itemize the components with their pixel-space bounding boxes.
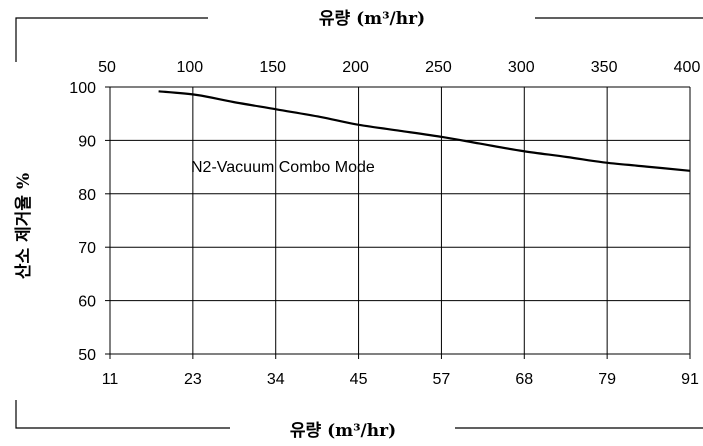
x-tick-label-bottom: 23	[184, 371, 202, 388]
frame-bottom-left	[15, 400, 230, 429]
x-tick-label-top: 200	[342, 59, 369, 76]
x-tick-label-top: 150	[259, 59, 286, 76]
x-tick-label-top: 300	[508, 59, 535, 76]
x-tick-label-bottom: 57	[433, 371, 451, 388]
x-tick-label-top: 100	[177, 59, 204, 76]
y-tick-label: 90	[78, 133, 96, 150]
x-tick-label-bottom: 79	[598, 371, 616, 388]
x-axis-title-bottom: 유량 (m³/hr)	[290, 421, 396, 441]
y-tick-label: 70	[78, 240, 96, 257]
y-tick-label: 60	[78, 294, 96, 311]
x-tick-label-bottom: 11	[102, 371, 119, 388]
y-tick-label: 80	[78, 187, 96, 204]
x-tick-label-top: 250	[425, 59, 452, 76]
x-tick-label-bottom: 91	[681, 371, 699, 388]
y-axis-title: 산소 제거율 %	[14, 173, 34, 279]
grid	[109, 86, 691, 355]
y-tick-label: 100	[69, 80, 96, 97]
x-tick-label-bottom: 34	[267, 371, 285, 388]
y-tick-label: 50	[78, 347, 96, 364]
x-tick-label-top: 50	[98, 59, 116, 76]
frame-brackets	[15, 17, 703, 429]
x-tick-label-bottom: 68	[515, 371, 533, 388]
series-annotation: N2-Vacuum Combo Mode	[191, 159, 375, 176]
frame-top-left	[15, 17, 208, 62]
x-tick-label-top: 350	[591, 59, 618, 76]
x-axis-title-top: 유량 (m³/hr)	[319, 9, 425, 29]
x-tick-label-top: 400	[674, 59, 701, 76]
x-tick-label-bottom: 45	[350, 371, 368, 388]
series-line	[158, 90, 691, 172]
plot-area	[158, 90, 691, 172]
